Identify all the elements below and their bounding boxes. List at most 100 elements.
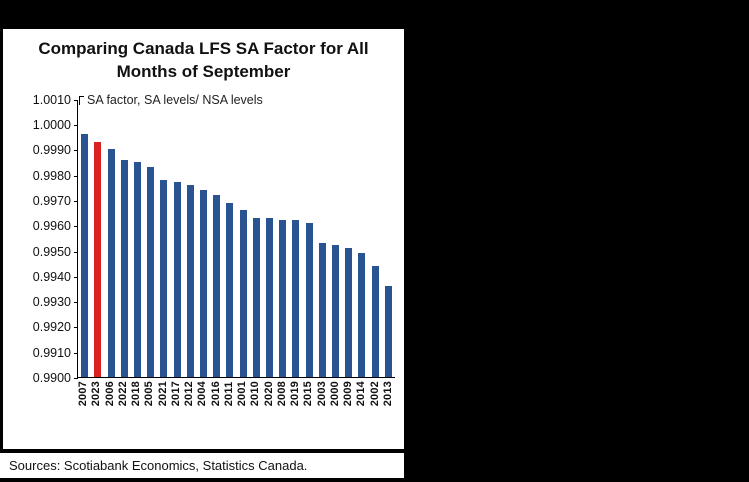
x-tick-label: 2005 [143,380,156,407]
x-tick-slot: 2004 [196,381,209,406]
y-tick-label: 0.9930 [32,295,71,310]
bar-slot [170,100,183,377]
bar-2023 [94,141,102,377]
x-tick-label: 2019 [289,380,302,407]
x-tick-label: 2017 [169,380,182,407]
x-tick-slot: 2007 [77,381,90,406]
y-tick-label: 1.0000 [32,118,71,133]
y-tick-mark [74,125,78,127]
bar-2014 [358,253,366,377]
x-tick-slot: 2008 [276,381,289,406]
y-tick-mark [74,251,78,253]
y-tick-mark [74,99,78,101]
x-tick-slot: 2022 [117,381,130,406]
x-tick-label: 2002 [368,380,381,407]
x-tick-label: 2023 [90,380,103,407]
bar-2022 [120,159,128,377]
bar-slot [223,100,236,377]
bar-slot [118,100,131,377]
y-tick-label: 0.9910 [32,345,71,360]
bar-2006 [107,149,115,377]
y-tick-label: 0.9980 [32,168,71,183]
x-tick-label: 2006 [103,380,116,407]
x-tick-label: 2009 [342,380,355,407]
x-tick-slot: 2018 [130,381,143,406]
y-tick-mark [74,150,78,152]
x-tick-slot: 2013 [382,381,395,406]
bar-2012 [186,184,194,377]
bar-slot [302,100,315,377]
bar-slot [368,100,381,377]
x-tick-label: 2010 [249,380,262,407]
bar-2019 [292,220,300,377]
bar-2011 [226,202,234,377]
bar-slot [355,100,368,377]
x-tick-slot: 2016 [210,381,223,406]
bar-2005 [147,167,155,377]
x-tick-slot: 2010 [249,381,262,406]
bar-2010 [252,217,260,377]
bar-slot [276,100,289,377]
bar-slot [197,100,210,377]
bar-slot [210,100,223,377]
x-tick-label: 2015 [302,380,315,407]
bar-slot [342,100,355,377]
bar-2002 [371,265,379,377]
axis-annotation-text: SA factor, SA levels/ NSA levels [87,92,263,107]
bar-slot [157,100,170,377]
x-tick-label: 2007 [77,380,90,407]
x-tick-slot: 2009 [342,381,355,406]
y-tick-label: 0.9990 [32,143,71,158]
plot-area: 0.9900 0.9910 0.9920 0.9930 0.9940 0.9950 0.99… [33,94,395,384]
x-tick-label: 2014 [355,380,368,407]
x-tick-slot: 2012 [183,381,196,406]
bar-slot [184,100,197,377]
sources-text: Sources: Scotiabank Economics, Statistic… [9,458,308,473]
y-tick-mark [74,200,78,202]
axis-annotation: SA factor, SA levels/ NSA levels [79,93,263,107]
x-tick-slot: 2000 [329,381,342,406]
y-tick-mark [74,377,78,379]
x-tick-slot: 2002 [369,381,382,406]
x-tick-label: 2022 [116,380,129,407]
bar-2000 [331,245,339,377]
plot-wrap: SA factor, SA levels/ NSA levels 0.9900 0… [33,93,395,384]
sources-panel: Sources: Scotiabank Economics, Statistic… [0,453,404,478]
bar-slot [250,100,263,377]
x-tick-slot: 2021 [157,381,170,406]
x-tick-label: 2008 [275,380,288,407]
y-tick-mark [74,226,78,228]
y-tick-mark [74,352,78,354]
bar-slot [104,100,117,377]
bar-2007 [81,134,89,377]
y-tick-label: 1.0010 [32,92,71,107]
x-tick-slot: 2005 [143,381,156,406]
x-tick-label: 2011 [222,381,235,407]
x-tick-label: 2000 [328,380,341,407]
bar-2020 [265,217,273,377]
y-tick-mark [74,327,78,329]
x-tick-slot: 2014 [355,381,368,406]
bar-slot [144,100,157,377]
x-axis-labels: 2007 2023 2006 2022 2018 2005 2021 2017 2012 2004… [77,381,395,406]
bar-slot [289,100,302,377]
x-tick-label: 2018 [130,380,143,407]
bar-2009 [345,247,353,377]
chart-panel: Comparing Canada LFS SA Factor for All M… [3,29,404,449]
y-tick-label: 0.9960 [32,219,71,234]
x-tick-slot: 2003 [316,381,329,406]
x-tick-label: 2001 [236,380,249,407]
x-tick-slot: 2020 [263,381,276,406]
x-tick-label: 2012 [183,380,196,407]
axis-corner-icon [79,96,84,106]
chart-title: Comparing Canada LFS SA Factor for All M… [38,39,369,81]
x-tick-label: 2004 [196,380,209,407]
y-tick-mark [74,175,78,177]
x-tick-slot: 2006 [104,381,117,406]
bar-slot [316,100,329,377]
y-tick-label: 0.9970 [32,193,71,208]
y-tick-label: 0.9900 [32,370,71,385]
bar-2003 [318,242,326,377]
y-tick-label: 0.9920 [32,320,71,335]
